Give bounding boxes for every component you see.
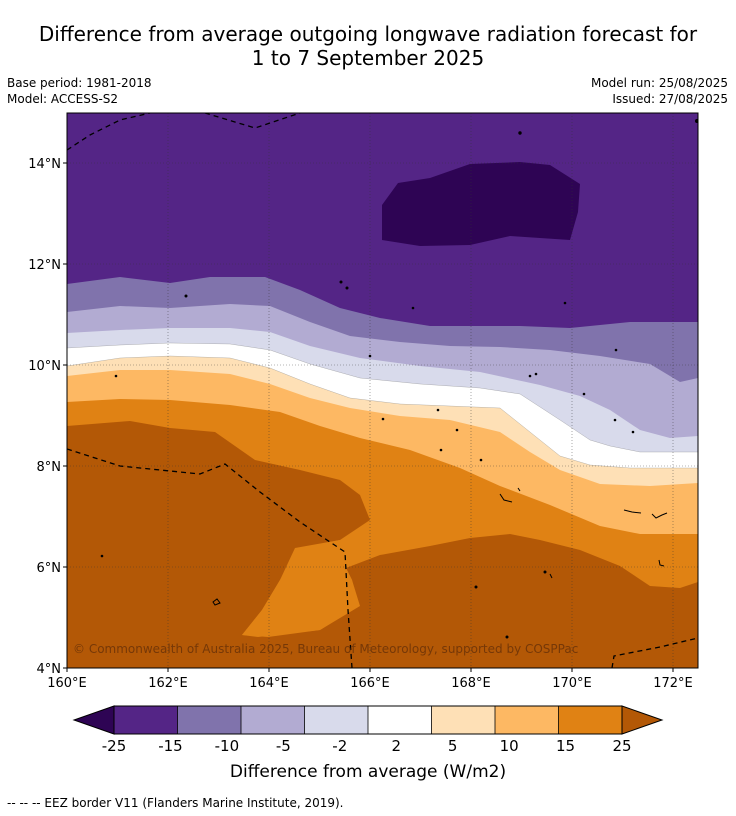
colorbar-swatch <box>558 706 623 734</box>
lat-tick-label: 6°N <box>37 561 62 576</box>
map-frame <box>66 112 699 669</box>
map-figure: © Commonwealth of Australia 2025, Bureau… <box>28 112 699 755</box>
atoll-outlines <box>212 487 668 606</box>
lon-tick-label: 168°E <box>451 676 491 691</box>
lon-tick-label: 164°E <box>249 676 289 691</box>
colorbar: -25 -15 -10 -5 -2 2 5 10 15 25 <box>72 705 664 755</box>
colorbar-labels: -25 -15 -10 -5 -2 2 5 10 15 25 <box>102 737 632 755</box>
colorbar-tick-label: 10 <box>500 737 519 755</box>
colorbar-swatch <box>431 706 496 734</box>
colorbar-tick-label: -15 <box>158 737 183 755</box>
lat-axis: 14°N 12°N 10°N 8°N 6°N 4°N <box>28 157 67 677</box>
colorbar-tick-label: -10 <box>215 737 240 755</box>
colorbar-swatch <box>241 706 305 734</box>
colorbar-tick-label: 5 <box>448 737 458 755</box>
title-line-1: Difference from average outgoing longwav… <box>38 22 698 46</box>
band-15-25 <box>67 421 698 668</box>
colorbar-tick-label: -5 <box>276 737 291 755</box>
colorbar-title: Difference from average (W/m2) <box>229 762 507 782</box>
colorbar-swatch <box>304 706 369 734</box>
lat-tick-label: 4°N <box>37 662 62 677</box>
colorbar-swatches <box>72 705 664 735</box>
anomaly-field: © Commonwealth of Australia 2025, Bureau… <box>67 113 698 668</box>
colorbar-frame <box>113 705 623 735</box>
colorbar-extend-low <box>72 705 115 735</box>
colorbar-tick-label: -25 <box>102 737 127 755</box>
colorbar-tick-label: 15 <box>556 737 575 755</box>
lon-tick-label: 166°E <box>350 676 390 691</box>
band-10-15-tongue <box>242 540 358 637</box>
colorbar-tick-label: 2 <box>391 737 401 755</box>
copyright-note: © Commonwealth of Australia 2025, Bureau… <box>73 642 578 656</box>
footer-note: -- -- -- EEZ border V11 (Flanders Marine… <box>7 796 344 810</box>
issued-date: Issued: 27/08/2025 <box>612 92 728 106</box>
map-title: Difference from average outgoing longwav… <box>0 22 736 70</box>
base-period: Base period: 1981-2018 <box>7 76 152 90</box>
meta-right: Model run: 25/08/2025 Issued: 27/08/2025 <box>591 75 728 107</box>
colorbar-swatch <box>495 706 559 734</box>
lat-tick-label: 10°N <box>28 359 61 374</box>
lon-tick-label: 160°E <box>47 676 87 691</box>
contour-lines <box>67 342 698 469</box>
lon-tick-label: 170°E <box>552 676 592 691</box>
model-name: Model: ACCESS-S2 <box>7 92 119 106</box>
colorbar-swatch <box>177 706 242 734</box>
colorbar-tick-label: 25 <box>612 737 631 755</box>
lon-tick-label: 162°E <box>148 676 188 691</box>
islands <box>100 119 698 639</box>
model-run: Model run: 25/08/2025 <box>590 76 728 90</box>
lat-tick-label: 12°N <box>28 258 61 273</box>
colorbar-swatch <box>368 706 432 734</box>
colorbar-tick-label: -2 <box>332 737 347 755</box>
lat-tick-label: 14°N <box>28 157 61 172</box>
eez-borders <box>67 113 698 668</box>
title-line-2: 1 to 7 September 2025 <box>251 46 485 70</box>
colorbar-extend-high <box>621 705 664 735</box>
band-below-neg25 <box>382 162 580 246</box>
lat-tick-label: 8°N <box>37 460 62 475</box>
lon-tick-label: 172°E <box>653 676 693 691</box>
colorbar-swatch <box>114 706 178 734</box>
graticule <box>67 113 698 668</box>
meta-left: Base period: 1981-2018 Model: ACCESS-S2 <box>7 75 152 107</box>
lon-axis: 160°E 162°E 164°E 166°E 168°E 170°E 172°… <box>47 668 693 691</box>
